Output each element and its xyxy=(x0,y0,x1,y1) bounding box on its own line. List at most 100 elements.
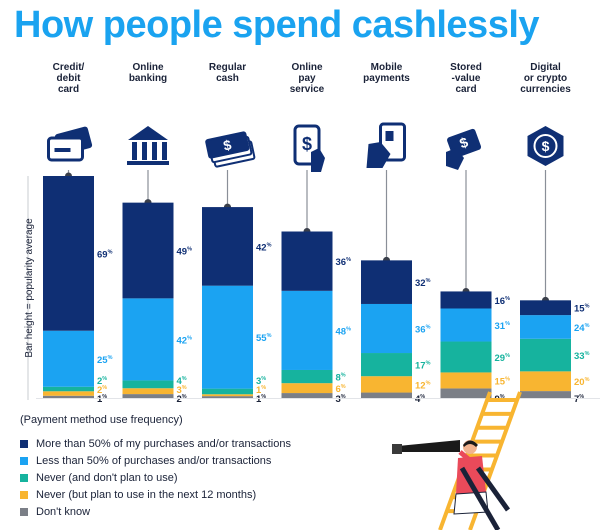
data-label-percent: % xyxy=(346,326,351,332)
data-label-value: 69 xyxy=(97,249,108,260)
person-leg xyxy=(459,466,501,530)
legend-swatch xyxy=(20,473,28,482)
telescope xyxy=(398,440,460,452)
category-label-line: currencies xyxy=(520,84,571,95)
legend-label: Never (and don't plan to use) xyxy=(36,471,178,484)
bar-segment xyxy=(281,383,333,394)
icon-shape xyxy=(128,126,168,140)
bar-segment xyxy=(361,376,412,393)
category-label-line: card xyxy=(455,84,476,95)
bar-segment xyxy=(361,392,412,398)
data-label: 2% xyxy=(177,394,187,405)
category-label-line: cash xyxy=(216,73,239,84)
legend-item: Don't know xyxy=(20,503,400,520)
cash-icon: $ xyxy=(205,131,256,168)
data-label: 42% xyxy=(256,242,272,253)
legend-swatch xyxy=(20,439,28,448)
data-label-value: 2 xyxy=(97,385,102,396)
data-label-value: 3 xyxy=(177,385,182,396)
icon-shape xyxy=(142,142,147,160)
bar-segment xyxy=(202,396,253,398)
data-label-percent: % xyxy=(341,373,346,379)
category-label-line: banking xyxy=(129,73,167,84)
data-label-value: 7 xyxy=(574,394,579,405)
data-label-percent: % xyxy=(505,376,510,382)
data-label-value: 12 xyxy=(415,380,426,391)
bar-segment xyxy=(281,290,333,370)
crypto-coin-icon: $ xyxy=(527,126,564,166)
data-label: 12% xyxy=(415,380,431,391)
data-label: 31% xyxy=(495,321,511,332)
y-axis-label: Bar height = popularity average xyxy=(24,218,35,358)
category-label: Online pay service xyxy=(290,62,325,95)
icon-shape xyxy=(162,142,167,160)
bar-segment xyxy=(281,369,333,384)
legend-label: Less than 50% of purchases and/or transa… xyxy=(36,454,272,467)
chart-title: How people spend cashlessly xyxy=(14,4,540,46)
category-label: Online banking xyxy=(129,62,167,84)
legend-item: Less than 50% of purchases and/or transa… xyxy=(20,452,400,469)
data-label-value: 3 xyxy=(336,394,341,405)
bar-segment xyxy=(440,388,492,398)
category-label-line: or crypto xyxy=(524,73,567,84)
category-label-line: payments xyxy=(363,73,410,84)
data-label-percent: % xyxy=(108,355,113,361)
icon-shape: $ xyxy=(542,138,550,154)
data-label-percent: % xyxy=(426,324,431,330)
data-label-value: 49 xyxy=(177,247,188,258)
mobile-payment-icon xyxy=(366,122,406,168)
category-label-line: service xyxy=(290,84,325,95)
bar-segment xyxy=(122,388,174,395)
data-label: 3% xyxy=(177,385,187,396)
data-label-percent: % xyxy=(426,361,431,367)
bar-segment xyxy=(361,260,412,304)
data-label-percent: % xyxy=(420,394,425,400)
icon-shape xyxy=(132,142,137,160)
legend-swatch xyxy=(20,507,28,516)
legend-label: Don't know xyxy=(36,505,91,518)
bar-segment xyxy=(520,371,571,392)
data-label: 29% xyxy=(495,353,511,364)
data-label: 24% xyxy=(574,323,590,334)
legend-swatch xyxy=(20,490,28,499)
legend-item: More than 50% of my purchases and/or tra… xyxy=(20,435,400,452)
data-label: 32% xyxy=(415,278,431,289)
data-label: 17% xyxy=(415,361,431,372)
bar-segment xyxy=(440,291,492,309)
data-label: 2% xyxy=(97,376,107,387)
bar-segment xyxy=(202,394,253,397)
data-label-value: 32 xyxy=(415,278,426,289)
data-label-value: 29 xyxy=(495,353,506,364)
bar-segment xyxy=(202,207,253,286)
data-label-percent: % xyxy=(182,385,187,391)
data-label: 49% xyxy=(177,247,193,258)
data-label: 55% xyxy=(256,333,272,344)
icon-shape xyxy=(533,134,558,158)
person-body xyxy=(456,456,486,494)
icon-shape xyxy=(205,131,250,159)
data-label-value: 33 xyxy=(574,351,585,362)
data-label: 3% xyxy=(256,376,266,387)
category-label-line: debit xyxy=(57,73,82,84)
data-label-percent: % xyxy=(346,257,351,263)
data-label: 33% xyxy=(574,351,590,362)
data-label-value: 42 xyxy=(256,242,267,253)
category-label-line: Mobile xyxy=(371,62,403,73)
data-label-percent: % xyxy=(267,333,272,339)
data-label-percent: % xyxy=(182,376,187,382)
data-label-percent: % xyxy=(579,394,584,400)
data-label: 48% xyxy=(336,326,352,337)
data-label: 16% xyxy=(495,296,511,307)
data-label-value: 2 xyxy=(177,394,182,405)
icon-shape xyxy=(127,161,169,165)
data-label: 42% xyxy=(177,335,193,346)
data-label: 15% xyxy=(574,304,590,315)
data-label-percent: % xyxy=(500,394,505,400)
data-label: 1% xyxy=(256,394,266,405)
data-label-value: 55 xyxy=(256,333,267,344)
data-label-percent: % xyxy=(505,321,510,327)
bar-segment xyxy=(122,394,174,398)
category-label-line: -value xyxy=(452,73,481,84)
bar-segment xyxy=(43,391,94,396)
data-label-percent: % xyxy=(261,394,266,400)
